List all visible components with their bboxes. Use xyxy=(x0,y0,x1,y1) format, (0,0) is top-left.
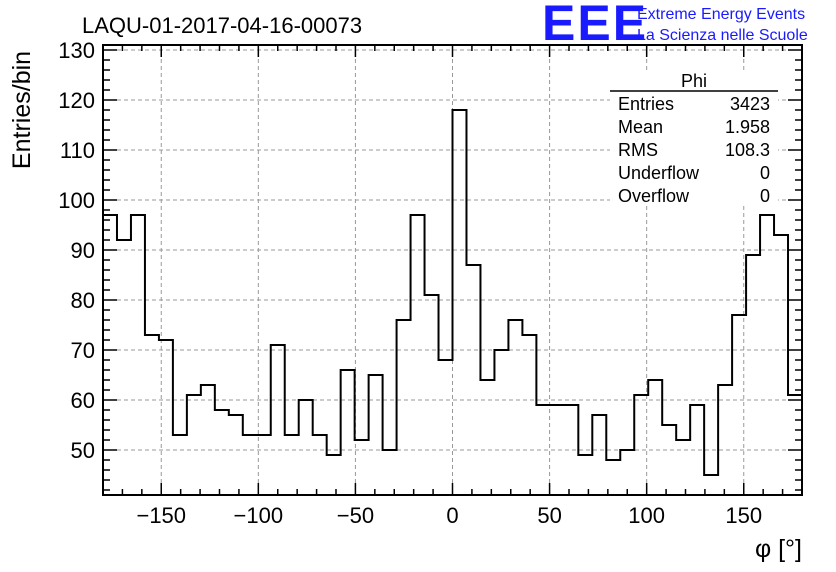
x-tick-label: −50 xyxy=(337,503,374,528)
stats-row-value: 0 xyxy=(760,163,770,183)
stats-row-label: Entries xyxy=(618,94,674,114)
histogram-bin-13 xyxy=(285,435,299,495)
x-axis-label: φ [°] xyxy=(755,535,802,563)
histogram-bin-47 xyxy=(760,215,774,495)
histogram-bin-43 xyxy=(704,475,718,495)
histogram-bin-44 xyxy=(718,385,732,495)
histogram-bin-23 xyxy=(425,295,439,495)
histogram-bin-15 xyxy=(313,435,327,495)
histogram-bin-18 xyxy=(355,440,369,495)
histogram-bin-46 xyxy=(746,255,760,495)
y-tick-label: 70 xyxy=(71,338,95,363)
x-tick-label: 0 xyxy=(446,503,458,528)
x-tick-label: −100 xyxy=(234,503,284,528)
stats-row-value: 3423 xyxy=(730,94,770,114)
stats-row-label: Underflow xyxy=(618,163,700,183)
logo-line-2: La Scienza nelle Scuole xyxy=(637,27,808,44)
eee-logo: EEE Extreme Energy Events La Scienza nel… xyxy=(542,0,808,51)
stats-row-label: Overflow xyxy=(618,186,690,206)
histogram-bin-24 xyxy=(439,360,453,495)
stats-row-value: 0 xyxy=(760,186,770,206)
stats-box-background xyxy=(610,72,778,206)
x-tick-label: 100 xyxy=(628,503,665,528)
histogram-bin-20 xyxy=(383,450,397,495)
histogram-bin-38 xyxy=(634,395,648,495)
histogram-bin-40 xyxy=(662,425,676,495)
histogram-bin-27 xyxy=(480,380,494,495)
y-tick-label: 80 xyxy=(71,288,95,313)
y-tick-label: 90 xyxy=(71,238,95,263)
histogram-bin-17 xyxy=(341,370,355,495)
histogram-bin-19 xyxy=(369,375,383,495)
histogram-bin-34 xyxy=(578,455,592,495)
histogram-bin-7 xyxy=(201,385,215,495)
histogram-bin-16 xyxy=(327,455,341,495)
histogram-bin-2 xyxy=(131,215,145,495)
chart-title: LAQU-01-2017-04-16-00073 xyxy=(82,13,362,38)
x-tick-label: −150 xyxy=(136,503,186,528)
histogram-bin-6 xyxy=(187,395,201,495)
y-tick-label: 120 xyxy=(58,88,95,113)
histogram-bin-0 xyxy=(103,215,117,495)
stats-row-value: 1.958 xyxy=(725,117,770,137)
histogram-bin-3 xyxy=(145,335,159,495)
histogram-bin-9 xyxy=(229,415,243,495)
histogram-bin-30 xyxy=(522,335,536,495)
logo-line-1: Extreme Energy Events xyxy=(637,6,805,23)
histogram-bin-14 xyxy=(299,400,313,495)
y-tick-label: 50 xyxy=(71,438,95,463)
histogram-bin-37 xyxy=(620,450,634,495)
histogram-line xyxy=(103,109,802,476)
histogram-bin-35 xyxy=(592,415,606,495)
histogram-bin-25 xyxy=(453,110,467,495)
y-tick-label: 110 xyxy=(60,138,95,163)
axis-ticks: −150 −100 −50 0 50 100 150 50 60 70 80 90 100 110 120 1… xyxy=(58,38,803,528)
y-tick-label: 60 xyxy=(71,388,95,413)
stats-row-label: RMS xyxy=(618,140,658,160)
stats-title: Phi xyxy=(681,71,707,91)
logo-mark: EEE xyxy=(542,0,648,51)
histogram-bin-48 xyxy=(774,235,788,495)
histogram-bin-5 xyxy=(173,435,187,495)
histogram-bin-10 xyxy=(243,435,257,495)
histogram-bin-22 xyxy=(411,215,425,495)
histogram-bin-28 xyxy=(494,350,508,495)
stats-rows: Entries 3423 Mean 1.958 RMS 108.3 Underflow 0 Ov… xyxy=(618,94,770,206)
histogram-bin-41 xyxy=(676,440,690,495)
y-tick-label: 100 xyxy=(58,188,95,213)
histogram-bin-39 xyxy=(648,380,662,495)
y-axis-label: Entries/bin xyxy=(8,51,36,169)
stats-row-label: Mean xyxy=(618,117,663,137)
stats-box: Phi Entries 3423 Mean 1.958 RMS 108.3 Underflo… xyxy=(610,71,778,206)
histogram-bin-1 xyxy=(117,240,131,495)
histogram-bin-12 xyxy=(271,345,285,495)
y-tick-label: 130 xyxy=(58,38,95,63)
stats-row-value: 108.3 xyxy=(725,140,770,160)
x-tick-label: 50 xyxy=(537,503,561,528)
histogram-bin-21 xyxy=(397,320,411,495)
histogram-bin-8 xyxy=(215,410,229,495)
histogram-bin-29 xyxy=(508,320,522,495)
x-tick-label: 150 xyxy=(725,503,762,528)
